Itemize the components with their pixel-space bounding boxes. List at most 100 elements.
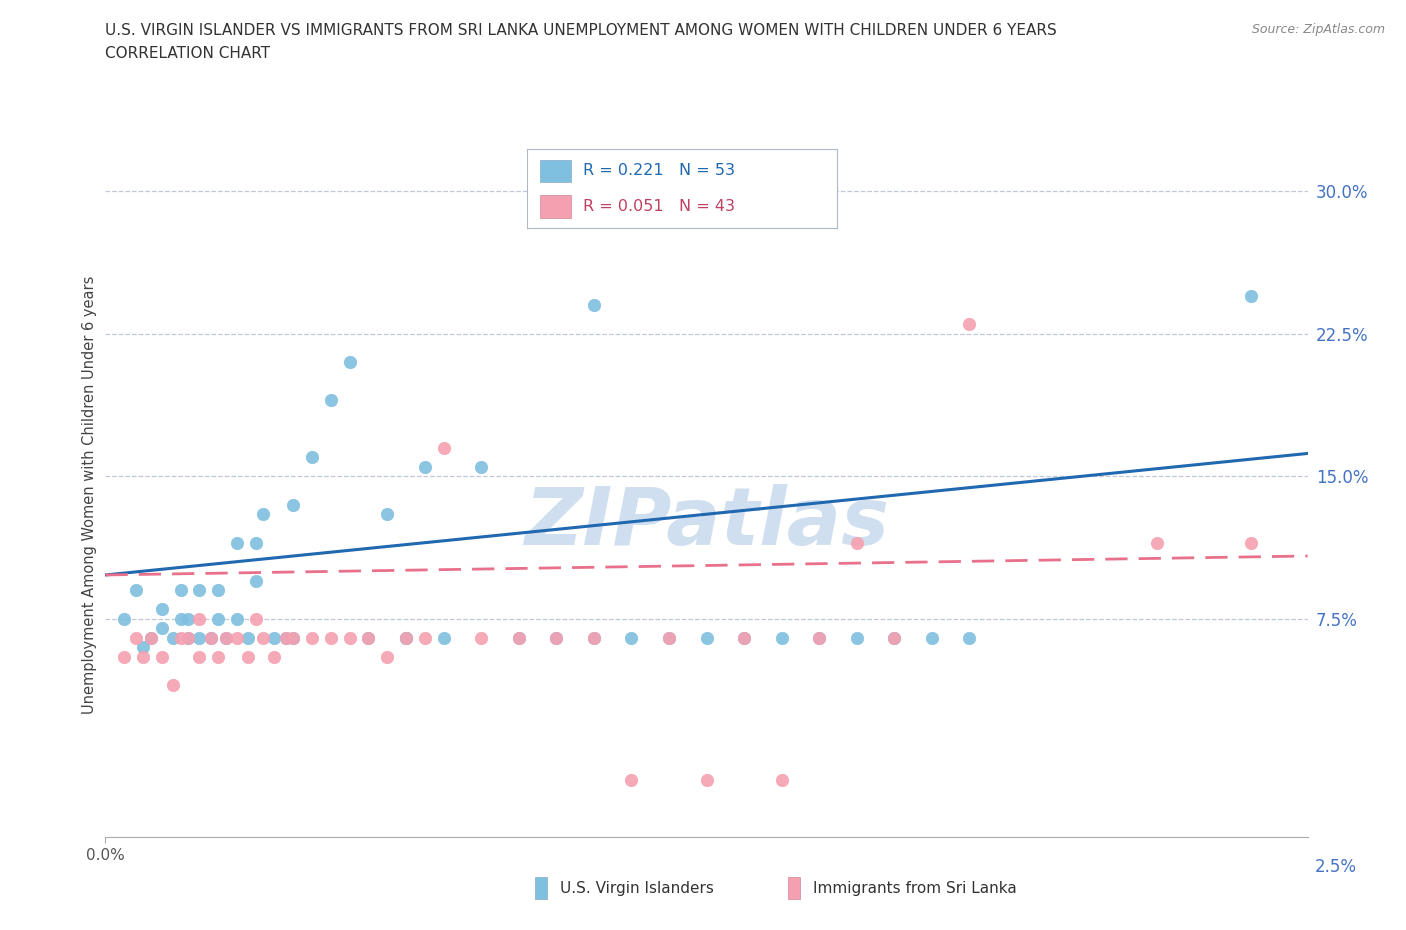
Point [395,631,418,645]
Point [214,631,236,645]
Point [319,392,342,407]
Text: Source: ZipAtlas.com: Source: ZipAtlas.com [1251,23,1385,36]
Point [696,773,718,788]
Text: ZIPatlas: ZIPatlas [524,484,889,562]
Point [177,631,200,645]
Point [696,631,718,645]
Point [582,631,605,645]
Point [546,631,568,645]
Point [658,631,681,645]
Point [207,583,229,598]
Point [770,773,793,788]
Text: R = 0.221   N = 53: R = 0.221 N = 53 [583,164,735,179]
Point [188,583,211,598]
Point [112,649,135,664]
Point [845,631,868,645]
Point [150,649,173,664]
Point [432,440,454,455]
Point [508,631,530,645]
Point [658,631,681,645]
Point [733,631,755,645]
Point [339,355,361,370]
Point [921,631,943,645]
Point [883,631,905,645]
Point [283,498,305,512]
Point [252,631,274,645]
Point [150,602,173,617]
Point [274,631,297,645]
Point [733,631,755,645]
Point [263,649,285,664]
Text: Immigrants from Sri Lanka: Immigrants from Sri Lanka [813,881,1017,896]
Point [139,631,162,645]
Point [200,631,222,645]
Point [177,611,200,626]
Point [1240,288,1263,303]
Point [301,631,323,645]
Point [339,631,361,645]
Point [226,631,249,645]
Point [245,573,267,588]
Y-axis label: Unemployment Among Women with Children Under 6 years: Unemployment Among Women with Children U… [82,276,97,714]
Point [375,649,398,664]
Point [245,536,267,551]
Point [883,631,905,645]
Point [162,678,184,693]
Point [207,611,229,626]
Point [238,631,260,645]
Point [375,507,398,522]
Point [132,640,155,655]
Point [470,631,492,645]
Point [395,631,418,645]
Point [214,631,236,645]
Point [263,631,285,645]
Point [582,298,605,312]
Point [413,459,436,474]
Point [207,649,229,664]
Point [162,631,184,645]
Point [252,507,274,522]
Point [188,649,211,664]
Point [132,649,155,664]
Text: CORRELATION CHART: CORRELATION CHART [105,46,270,61]
Text: 2.5%: 2.5% [1315,857,1357,876]
Point [169,631,191,645]
Point [124,631,146,645]
Point [238,649,260,664]
Point [357,631,380,645]
Point [413,631,436,645]
Point [177,631,200,645]
Point [169,611,191,626]
Point [112,611,135,626]
Bar [540,195,571,218]
Bar [540,160,571,182]
Point [432,631,454,645]
Point [1146,536,1168,551]
Point [200,631,222,645]
Text: U.S. Virgin Islanders: U.S. Virgin Islanders [560,881,713,896]
Point [808,631,831,645]
Point [582,631,605,645]
Point [357,631,380,645]
Point [395,631,418,645]
Point [470,459,492,474]
Point [808,631,831,645]
Text: U.S. VIRGIN ISLANDER VS IMMIGRANTS FROM SRI LANKA UNEMPLOYMENT AMONG WOMEN WITH : U.S. VIRGIN ISLANDER VS IMMIGRANTS FROM … [105,23,1057,38]
Point [150,620,173,635]
Point [1240,536,1263,551]
Point [283,631,305,645]
Point [188,631,211,645]
Point [169,583,191,598]
Point [139,631,162,645]
Point [845,536,868,551]
Point [959,317,981,332]
Point [301,450,323,465]
Point [124,583,146,598]
Text: R = 0.051   N = 43: R = 0.051 N = 43 [583,199,735,214]
Point [620,773,643,788]
Point [508,631,530,645]
Point [226,611,249,626]
Point [770,212,793,227]
Point [283,631,305,645]
Point [546,631,568,645]
